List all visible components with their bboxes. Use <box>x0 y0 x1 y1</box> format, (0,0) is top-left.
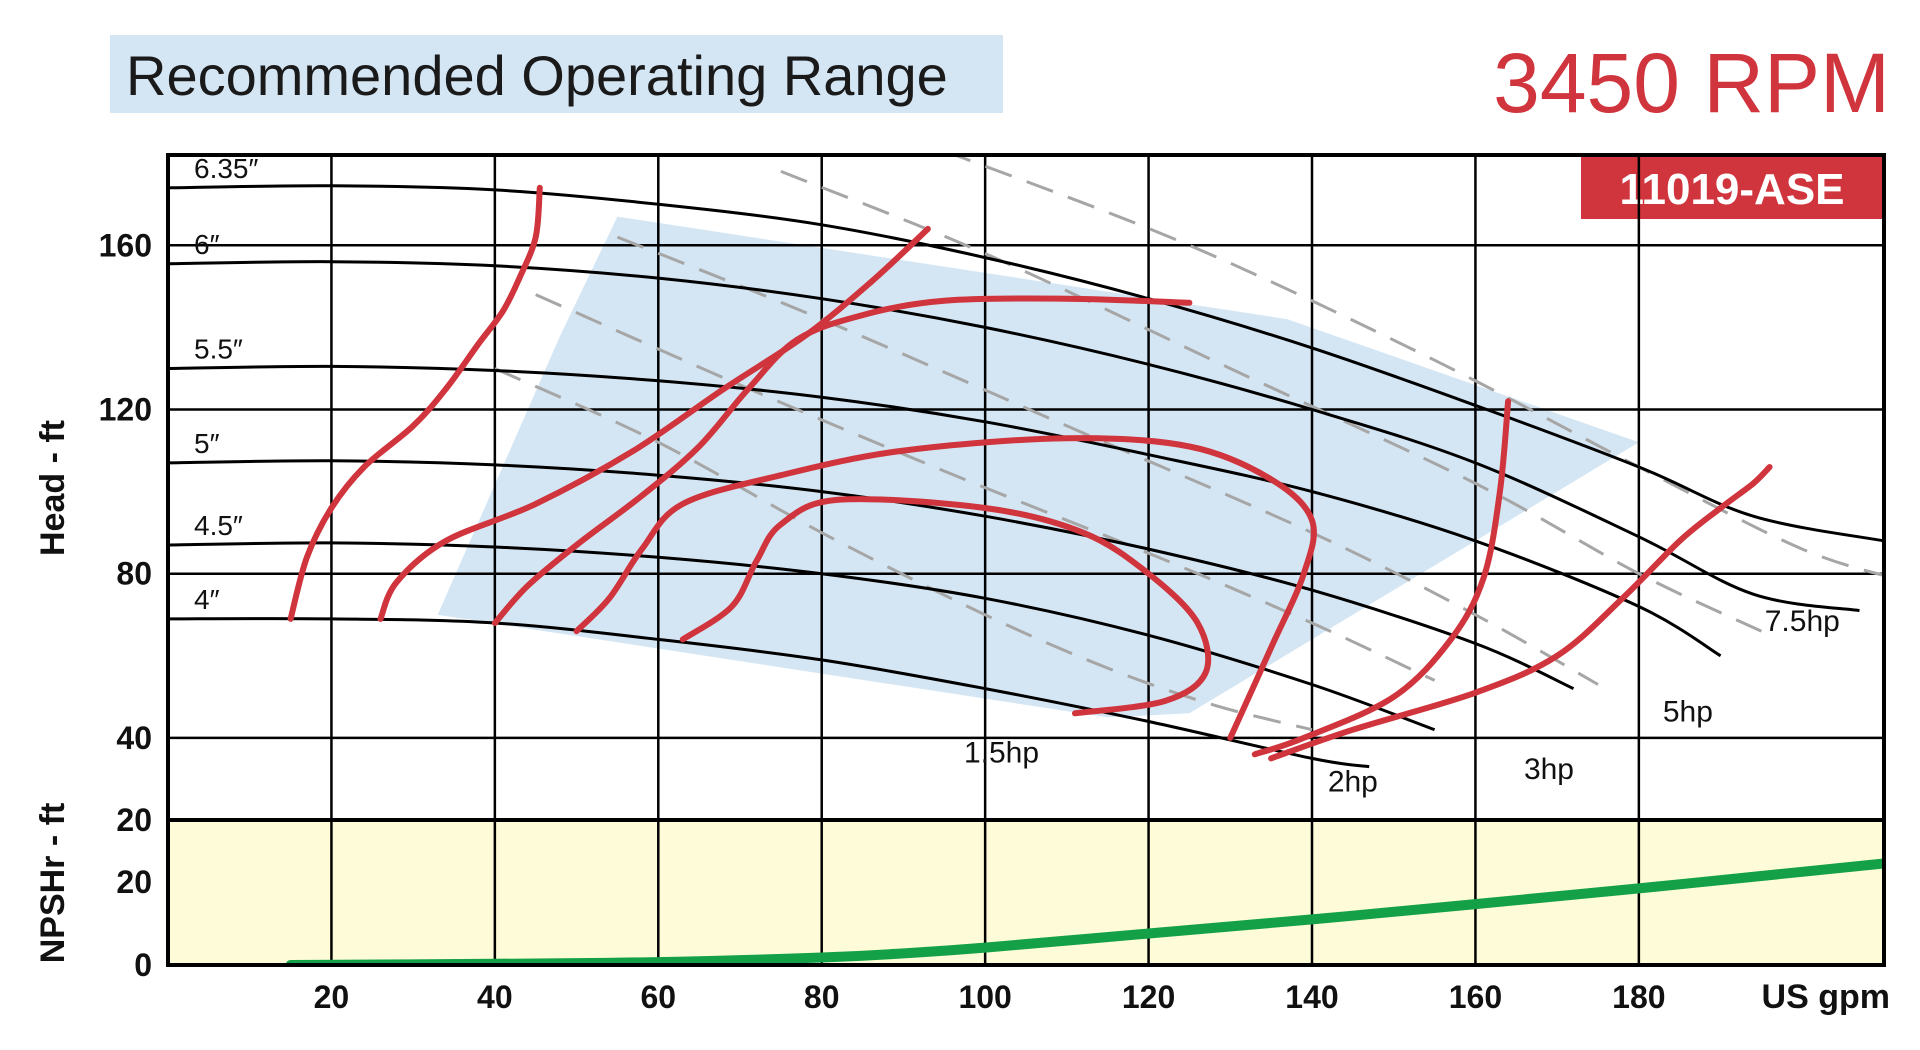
x-tick-120: 120 <box>1122 979 1175 1015</box>
horsepower-labels: 1.5hp 2hp 3hp 5hp 7.5hp <box>964 605 1840 798</box>
impeller-label-3: 5″ <box>194 428 220 459</box>
x-tick-labels: 20 40 60 80 100 120 140 160 180 <box>314 979 1666 1015</box>
impeller-labels: 6.35″ 6″ 5.5″ 5″ 4.5″ 4″ <box>194 153 258 615</box>
x-tick-80: 80 <box>804 979 840 1015</box>
x-tick-60: 60 <box>640 979 676 1015</box>
npsh-grid <box>330 820 1641 965</box>
impeller-curve-1 <box>168 260 1860 613</box>
hp-label-4: 7.5hp <box>1765 605 1840 638</box>
hp-label-2: 3hp <box>1524 753 1574 786</box>
x-tick-160: 160 <box>1449 979 1502 1015</box>
npsh-axis-label: NPSHr - ft <box>34 803 72 964</box>
head-tick-80: 80 <box>116 556 152 592</box>
impeller-label-1: 6″ <box>194 229 220 260</box>
impeller-curve-2 <box>168 364 1722 658</box>
efficiency-curve-1 <box>377 225 931 622</box>
head-tick-160: 160 <box>99 227 152 263</box>
x-tick-20: 20 <box>314 979 350 1015</box>
npsh-plot-frame <box>166 818 1886 967</box>
x-axis-label: US gpm <box>1762 978 1890 1016</box>
head-tick-120: 120 <box>99 392 152 428</box>
x-tick-40: 40 <box>477 979 513 1015</box>
hp-label-0: 1.5hp <box>964 737 1039 770</box>
hp-curve-1 <box>535 293 1436 682</box>
head-tick-40: 40 <box>116 720 152 756</box>
impeller-curve-0 <box>168 184 1884 543</box>
npsh-tick-labels: 0 20 <box>116 864 152 983</box>
recommended-operating-range <box>437 216 1639 718</box>
efficiency-curve-4 <box>679 496 1212 717</box>
model-badge <box>1581 157 1884 219</box>
npsh-tick-20: 20 <box>116 864 152 900</box>
efficiency-curve-2 <box>491 295 1193 626</box>
npsh-plot: 0 20 NPSHr - ft <box>34 803 1884 983</box>
model-label: 11019-ASE <box>1619 165 1844 214</box>
impeller-label-4: 4.5″ <box>194 510 243 541</box>
impeller-label-5: 4″ <box>194 584 220 615</box>
hp-curve-4 <box>950 155 1884 577</box>
chart-title: Recommended Operating Range <box>126 44 948 107</box>
efficiency-curve-5 <box>1251 398 1512 758</box>
horsepower-curves <box>494 155 1884 732</box>
efficiency-curve-3 <box>573 435 1317 741</box>
impeller-label-0: 6.35″ <box>194 153 258 184</box>
rpm-label: 3450 RPM <box>1493 36 1890 130</box>
x-tick-180: 180 <box>1612 979 1665 1015</box>
head-tick-20: 20 <box>116 802 152 838</box>
efficiency-curve-0 <box>287 184 543 622</box>
impeller-label-2: 5.5″ <box>194 333 243 364</box>
title-background <box>110 35 1003 113</box>
x-tick-140: 140 <box>1285 979 1338 1015</box>
head-tick-labels: 20 40 80 120 160 <box>99 227 152 838</box>
efficiency-curves <box>287 184 1773 762</box>
impeller-curve-4 <box>168 541 1436 732</box>
x-tick-100: 100 <box>958 979 1011 1015</box>
efficiency-curve-6 <box>1268 464 1773 762</box>
hp-label-3: 5hp <box>1663 695 1713 728</box>
impeller-curve-5 <box>168 617 1370 769</box>
hp-curve-2 <box>616 235 1599 686</box>
npsh-curve <box>285 858 1884 965</box>
head-axis-label: Head - ft <box>34 420 72 556</box>
hp-curve-3 <box>780 170 1763 633</box>
npsh-tick-0: 0 <box>134 947 152 983</box>
hp-label-1: 2hp <box>1328 765 1378 798</box>
